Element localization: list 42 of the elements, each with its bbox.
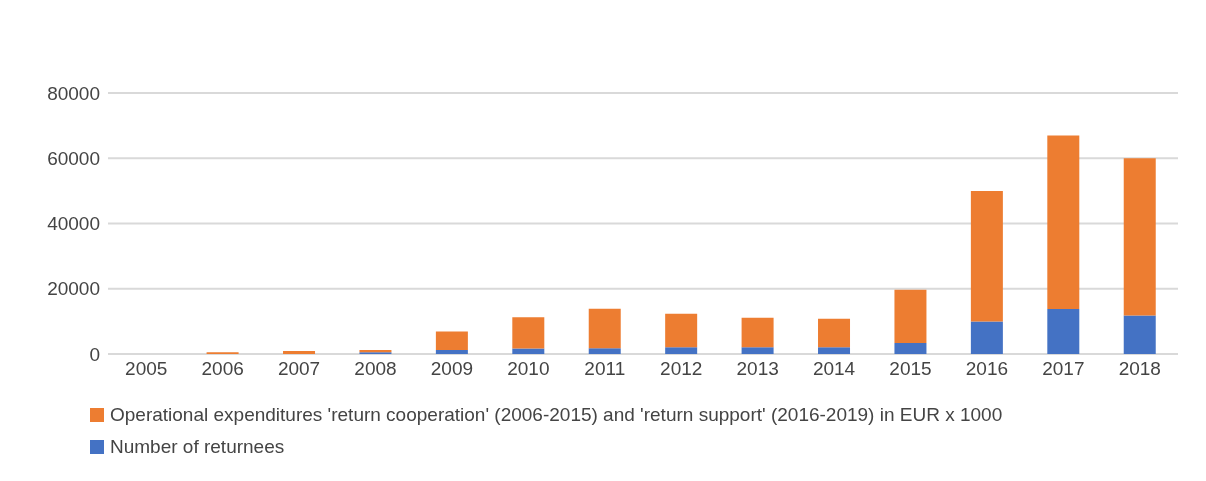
bar [665,347,698,354]
x-tick-label: 2014 [812,358,856,380]
bar [894,342,927,354]
x-tick-label: 2010 [507,358,550,380]
x-tick-label: 2015 [889,358,932,380]
x-tick-label: 2017 [1042,358,1085,380]
x-tick-label: 2009 [430,358,474,380]
x-tick-label: 2012 [660,358,703,380]
x-tick-label: 2016 [965,358,1009,380]
x-tick-label: 2007 [277,358,321,380]
x-tick-label: 2008 [354,358,397,380]
legend-label: Operational expenditures 'return cooperation' (2006-2015) and 'return support' (2016-2019) in EUR x 1000 [110,404,1003,426]
bar [283,351,316,354]
bar [818,318,851,348]
y-tick-label: 40000 [47,213,100,235]
bar [665,313,698,348]
x-tick-label: 2006 [201,358,244,380]
x-tick-label: 2013 [736,358,779,380]
x-tick-label: 2005 [125,358,168,380]
bar [894,289,927,343]
bar [512,317,545,349]
x-tick-label: 2018 [1118,358,1161,380]
bar [1123,315,1156,354]
bar [741,347,774,354]
legend-label: Number of returnees [110,436,285,458]
bar [512,348,545,354]
bar [1047,308,1080,354]
y-tick-label: 20000 [47,278,100,300]
bar [818,347,851,354]
x-tick-label: 2011 [584,358,626,380]
bar [1047,135,1080,309]
bar [435,350,468,354]
bar [970,321,1003,354]
y-tick-label: 0 [89,343,100,365]
y-tick-label: 80000 [47,82,100,104]
bar [1123,158,1156,316]
bar [588,308,621,349]
bar [970,190,1003,322]
y-tick-label: 60000 [47,147,100,169]
bar [741,317,774,348]
bar [588,348,621,354]
bar [435,331,468,351]
